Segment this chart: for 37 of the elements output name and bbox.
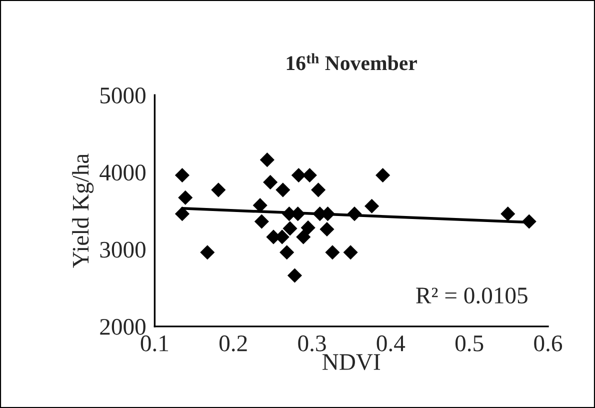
point bbox=[296, 230, 311, 244]
point bbox=[200, 245, 215, 260]
point bbox=[311, 182, 326, 198]
y-tick-label: 2000 bbox=[100, 318, 146, 335]
point bbox=[302, 168, 317, 183]
x-tick-label: 0.4 bbox=[376, 335, 406, 352]
y-tick-label: 4000 bbox=[100, 164, 146, 181]
y-axis-title: Yield Kg/ha bbox=[72, 154, 94, 268]
point bbox=[263, 174, 278, 190]
point bbox=[282, 221, 298, 236]
point bbox=[376, 168, 390, 183]
point bbox=[276, 182, 290, 198]
point bbox=[300, 220, 316, 235]
point bbox=[174, 168, 190, 183]
point bbox=[211, 182, 226, 198]
x-tick-label: 0.2 bbox=[220, 335, 247, 352]
point bbox=[320, 222, 334, 237]
x-tick-label: 0.5 bbox=[455, 335, 484, 352]
x-tick-label: 0.1 bbox=[140, 335, 168, 352]
y-tick-label: 5000 bbox=[100, 88, 146, 104]
x-axis-title: NDVI bbox=[322, 354, 380, 370]
point bbox=[500, 206, 516, 222]
annotation: R² = 0.0105 bbox=[416, 288, 528, 304]
point bbox=[260, 152, 274, 168]
point bbox=[178, 190, 193, 205]
point bbox=[343, 245, 358, 260]
x-tick-label: 0.3 bbox=[298, 335, 326, 352]
point bbox=[291, 168, 306, 183]
point bbox=[174, 206, 190, 222]
x-tick-label: 0.6 bbox=[534, 335, 562, 352]
point bbox=[325, 245, 340, 260]
point bbox=[280, 245, 294, 260]
chart-title: 16$^{th}$ November bbox=[286, 53, 417, 70]
point bbox=[364, 198, 380, 214]
point bbox=[287, 268, 302, 283]
point bbox=[254, 214, 269, 229]
y-tick-label: 3000 bbox=[100, 242, 146, 258]
